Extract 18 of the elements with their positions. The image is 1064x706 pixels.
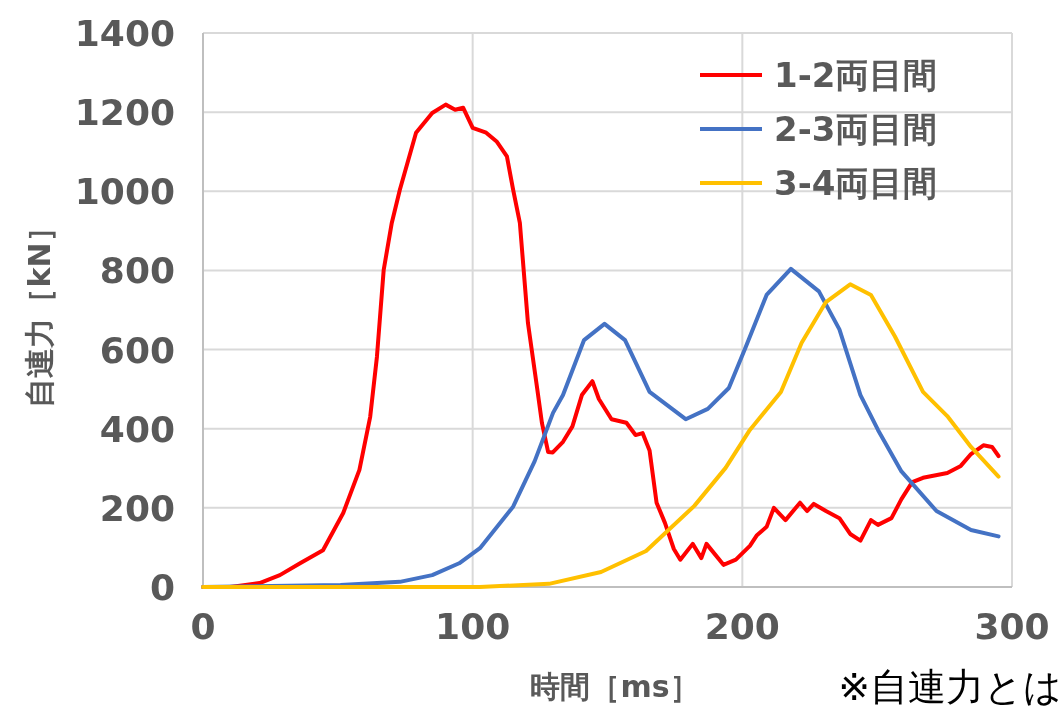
text: ※自連力とは [838, 665, 1062, 706]
y-axis-title: 自連力［kN］ [22, 212, 57, 408]
legend-label: 1-2両目間 [774, 55, 938, 95]
x-tick-label: 100 [435, 606, 511, 647]
y-tick-label: 1200 [74, 92, 175, 134]
x-tick-label: 200 [704, 606, 780, 647]
legend-label: 3-4両目間 [774, 163, 938, 203]
y-tick-label: 200 [99, 487, 175, 529]
y-tick-label: 600 [99, 329, 175, 371]
x-tick-label: 300 [974, 606, 1050, 647]
y-tick-label: 0 [149, 567, 175, 608]
y-tick-label: 1400 [74, 13, 175, 54]
legend-label: 2-3両目間 [774, 109, 938, 149]
y-tick-label: 1000 [74, 171, 175, 213]
x-tick-label: 0 [190, 606, 216, 647]
y-tick-label: 800 [99, 250, 175, 292]
y-tick-label: 400 [99, 408, 175, 450]
x-axis-title: 時間［ms］ [530, 669, 700, 704]
